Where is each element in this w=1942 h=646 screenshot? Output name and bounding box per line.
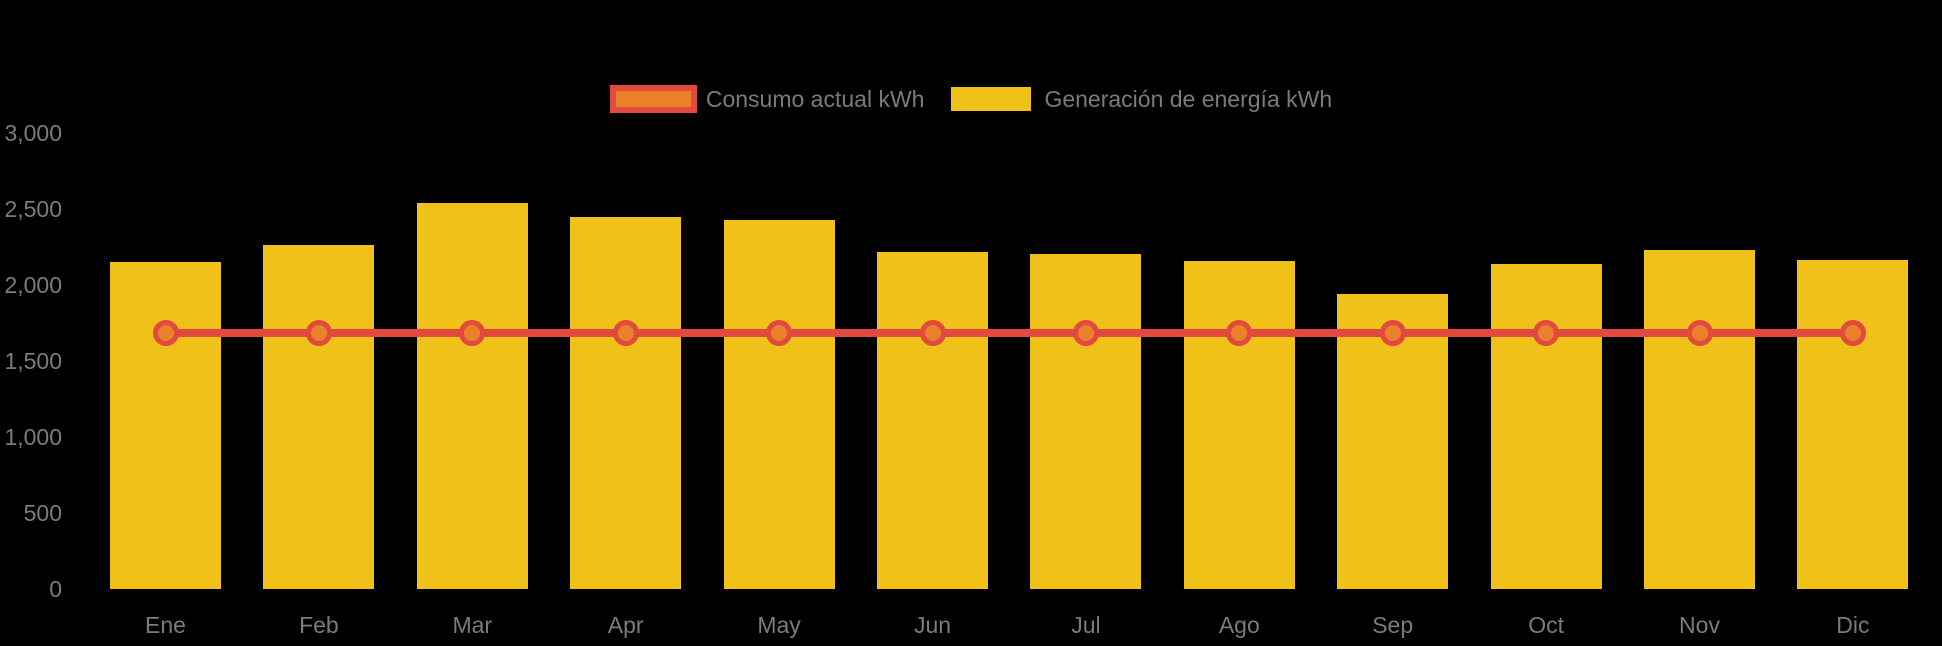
consumo-point-jun[interactable] xyxy=(919,319,946,346)
x-tick-label-may: May xyxy=(757,612,801,638)
consumo-point-ene[interactable] xyxy=(152,319,179,346)
legend-label-consumo: Consumo actual kWh xyxy=(705,86,925,112)
consumo-point-apr[interactable] xyxy=(612,319,639,346)
legend-item-generacion[interactable]: Generación de energía kWh xyxy=(951,85,1332,113)
bar-ago[interactable] xyxy=(1183,260,1295,589)
bar-ene[interactable] xyxy=(110,262,221,589)
y-tick-label: 0 xyxy=(49,576,62,602)
consumo-line-swatch xyxy=(609,85,697,113)
y-tick-label: 3,000 xyxy=(4,120,62,146)
legend-label-generacion: Generación de energía kWh xyxy=(1044,86,1333,112)
x-tick-label-mar: Mar xyxy=(452,612,493,638)
bar-apr[interactable] xyxy=(570,217,682,589)
x-tick-label-nov: Nov xyxy=(1679,612,1720,638)
x-tick-label-ago: Ago xyxy=(1218,612,1260,638)
consumo-point-ago[interactable] xyxy=(1226,319,1253,346)
x-tick-label-apr: Apr xyxy=(607,612,644,638)
bar-may[interactable] xyxy=(723,219,835,589)
x-tick-label-jun: Jun xyxy=(913,612,952,638)
consumo-point-feb[interactable] xyxy=(305,319,332,346)
bar-nov[interactable] xyxy=(1644,250,1755,589)
consumo-line xyxy=(162,328,1856,337)
consumo-point-sep[interactable] xyxy=(1379,319,1406,346)
x-tick-label-oct: Oct xyxy=(1528,612,1564,638)
bar-mar[interactable] xyxy=(416,202,528,589)
bar-feb[interactable] xyxy=(263,244,375,589)
generacion-bar-swatch xyxy=(951,87,1032,111)
y-tick-label: 1,500 xyxy=(4,348,62,374)
y-tick-label: 500 xyxy=(23,500,62,526)
bar-jul[interactable] xyxy=(1030,253,1142,589)
y-tick-label: 2,000 xyxy=(4,272,62,298)
consumo-point-oct[interactable] xyxy=(1533,319,1560,346)
x-tick-label-ene: Ene xyxy=(145,612,186,638)
consumo-point-mar[interactable] xyxy=(459,319,486,346)
legend-item-consumo[interactable]: Consumo actual kWh xyxy=(609,85,925,113)
consumo-point-nov[interactable] xyxy=(1686,319,1713,346)
x-tick-label-feb: Feb xyxy=(299,612,339,638)
bar-dic[interactable] xyxy=(1797,259,1909,589)
y-tick-label: 1,000 xyxy=(4,424,62,450)
bar-jun[interactable] xyxy=(877,252,988,589)
bar-oct[interactable] xyxy=(1490,263,1602,589)
consumo-point-jul[interactable] xyxy=(1072,319,1099,346)
consumo-point-dic[interactable] xyxy=(1839,319,1866,346)
x-tick-label-dic: Dic xyxy=(1836,612,1870,638)
chart-legend: Consumo actual kWh Generación de energía… xyxy=(0,85,1942,113)
x-tick-label-jul: Jul xyxy=(1071,612,1101,638)
x-tick-label-sep: Sep xyxy=(1372,612,1414,638)
consumo-point-may[interactable] xyxy=(766,319,793,346)
y-tick-label: 2,500 xyxy=(4,196,62,222)
